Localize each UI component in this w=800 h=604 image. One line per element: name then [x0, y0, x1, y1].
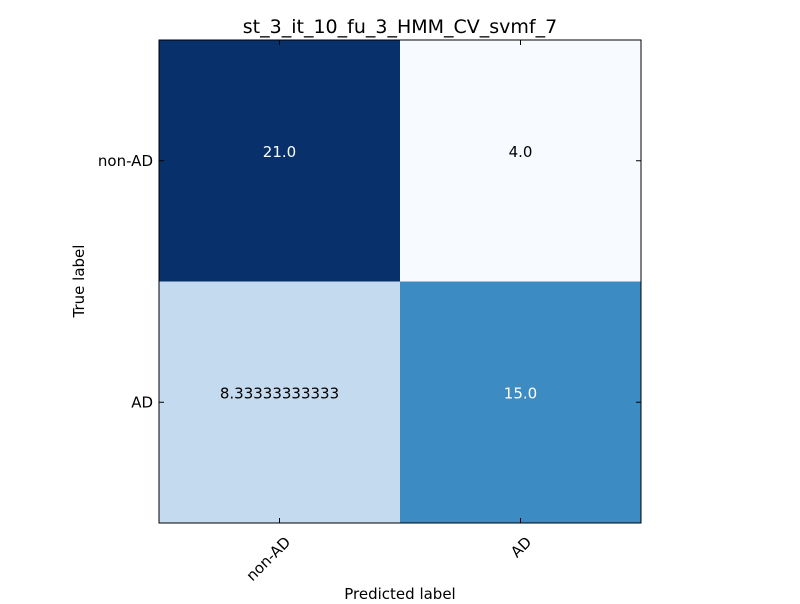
heatmap-cell	[400, 40, 641, 282]
x-axis-label: Predicted label	[344, 585, 455, 600]
y-tick-label: AD	[131, 393, 153, 411]
heatmap-cell	[400, 281, 641, 523]
plot-frame	[158, 39, 642, 524]
heatmap-cell	[159, 281, 400, 523]
x-tick-label: AD	[507, 533, 535, 561]
chart-title: st_3_it_10_fu_3_HMM_CV_svmf_7	[243, 16, 557, 38]
y-axis-label: True label	[70, 245, 88, 319]
cell-value-label: 15.0	[504, 384, 537, 402]
x-tick-label: non-AD	[243, 533, 295, 585]
heatmap-cells: 21.0 4.0 8.33333333333 15.0	[159, 40, 641, 523]
cell-value-label: 21.0	[263, 143, 296, 161]
cell-value-label: 8.33333333333	[220, 384, 339, 402]
y-tick-label: non-AD	[98, 152, 153, 170]
heatmap-cell	[159, 40, 400, 282]
cell-value-label: 4.0	[509, 143, 533, 161]
